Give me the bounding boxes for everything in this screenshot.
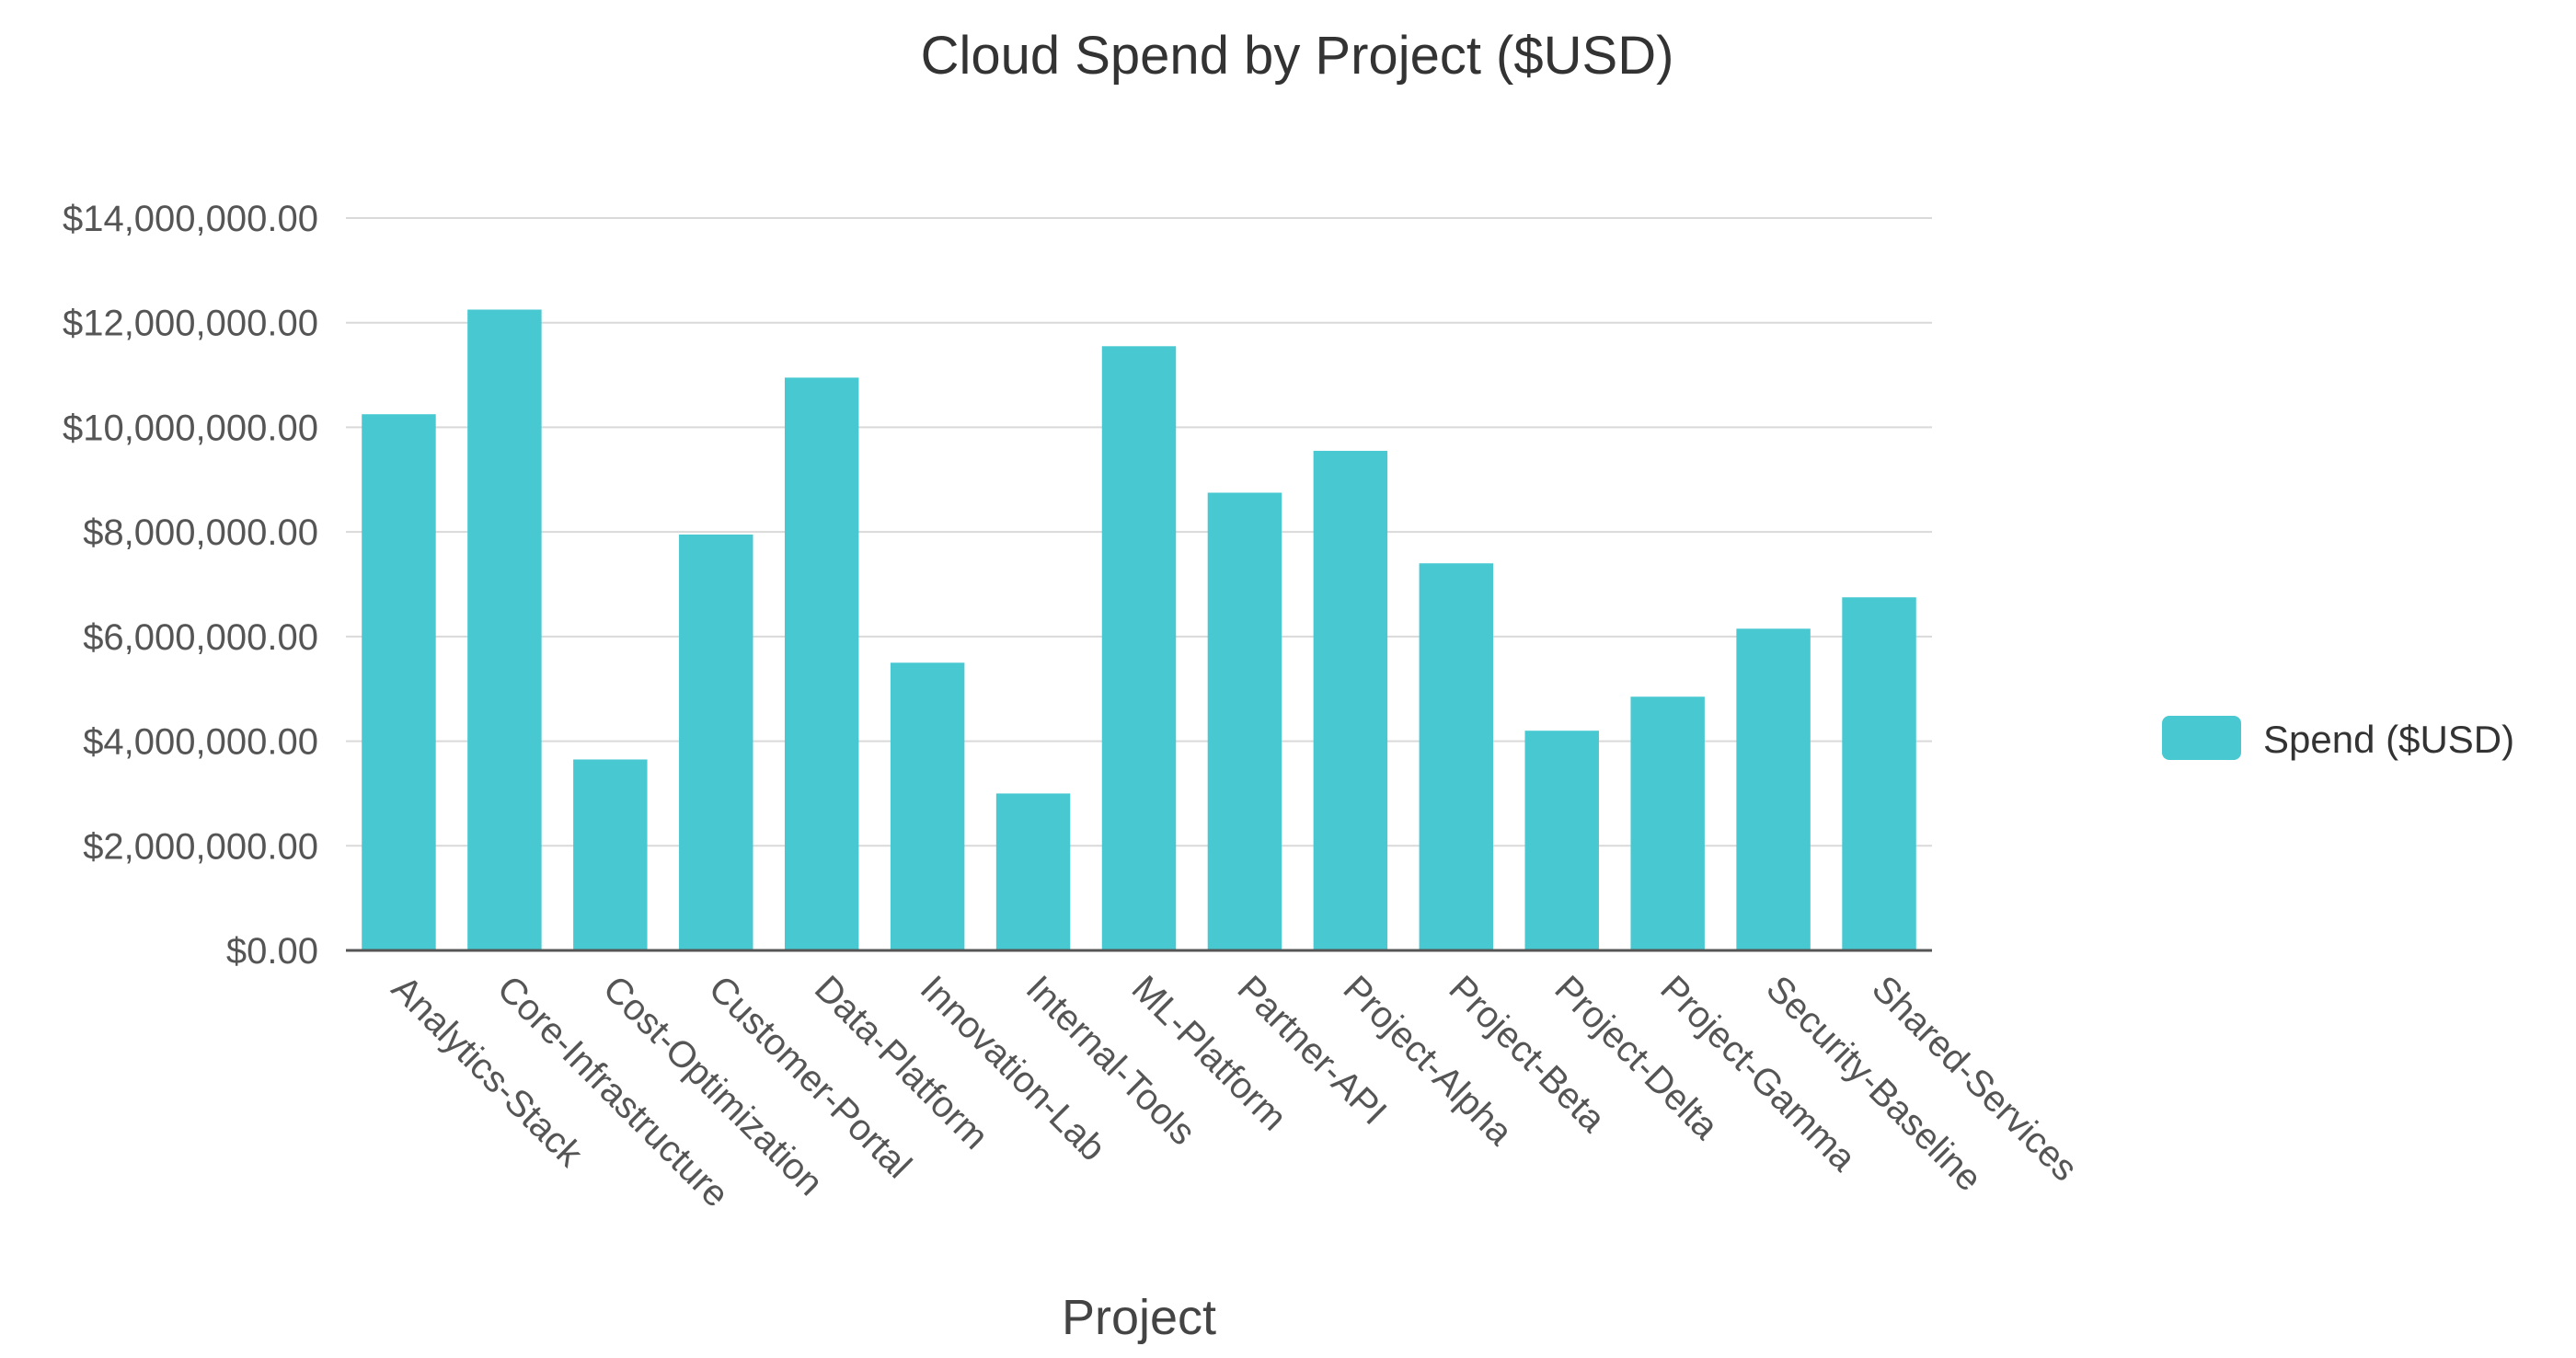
y-tick-label: $10,000,000.00 bbox=[63, 408, 318, 448]
bar-project-alpha[interactable] bbox=[1313, 451, 1388, 950]
bar-security-baseline[interactable] bbox=[1736, 628, 1811, 950]
bar-analytics-stack[interactable] bbox=[362, 414, 436, 950]
bar-customer-portal[interactable] bbox=[679, 534, 753, 950]
y-tick-label: $0.00 bbox=[226, 931, 318, 972]
legend-swatch bbox=[2162, 716, 2241, 760]
legend-label: Spend ($USD) bbox=[2263, 718, 2514, 761]
x-axis-ticks: Analytics-StackCore-InfrastructureCost-O… bbox=[384, 968, 2085, 1214]
x-tick-label: Innovation-Lab bbox=[913, 968, 1113, 1168]
bar-data-platform[interactable] bbox=[784, 377, 859, 950]
x-axis-title: Project bbox=[1062, 1290, 1216, 1345]
bar-cost-optimization[interactable] bbox=[573, 759, 648, 950]
y-tick-label: $2,000,000.00 bbox=[83, 826, 318, 867]
bars bbox=[362, 309, 1916, 951]
chart-title: Cloud Spend by Project ($USD) bbox=[921, 26, 1674, 86]
bar-project-gamma[interactable] bbox=[1630, 696, 1705, 950]
bar-internal-tools[interactable] bbox=[995, 793, 1071, 950]
bar-project-beta[interactable] bbox=[1419, 563, 1494, 950]
bar-ml-platform[interactable] bbox=[1101, 346, 1177, 950]
bar-shared-services[interactable] bbox=[1842, 597, 1916, 950]
bar-core-infrastructure[interactable] bbox=[467, 309, 542, 951]
y-axis-ticks: $0.00 $2,000,000.00 $4,000,000.00 $6,000,00… bbox=[63, 199, 318, 972]
x-tick-label: Analytics-Stack bbox=[384, 968, 591, 1175]
bar-project-delta[interactable] bbox=[1524, 731, 1599, 950]
x-tick-label: Project-Gamma bbox=[1652, 968, 1864, 1180]
legend[interactable]: Spend ($USD) bbox=[2162, 716, 2514, 761]
y-tick-label: $6,000,000.00 bbox=[83, 617, 318, 658]
bar-partner-api[interactable] bbox=[1207, 492, 1282, 951]
bar-innovation-lab[interactable] bbox=[890, 662, 965, 950]
y-tick-label: $8,000,000.00 bbox=[83, 512, 318, 553]
y-tick-label: $4,000,000.00 bbox=[83, 722, 318, 763]
y-tick-label: $14,000,000.00 bbox=[63, 199, 318, 239]
y-tick-label: $12,000,000.00 bbox=[63, 304, 318, 344]
